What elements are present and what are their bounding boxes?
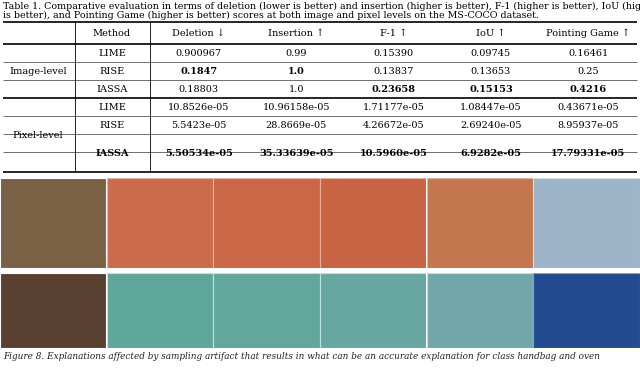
Text: 2.69240e-05: 2.69240e-05 bbox=[460, 120, 522, 129]
Bar bbox=[213, 273, 319, 348]
Bar bbox=[533, 273, 639, 348]
Bar bbox=[427, 273, 533, 348]
Text: Method: Method bbox=[93, 28, 131, 38]
Text: 1.71177e-05: 1.71177e-05 bbox=[363, 103, 424, 112]
Text: 10.8526e-05: 10.8526e-05 bbox=[168, 103, 229, 112]
Text: 0.99: 0.99 bbox=[285, 48, 307, 57]
Bar bbox=[427, 178, 533, 268]
Bar bbox=[107, 178, 213, 268]
Text: 28.8669e-05: 28.8669e-05 bbox=[266, 120, 327, 129]
Bar bbox=[533, 273, 639, 348]
Bar bbox=[0, 178, 106, 268]
Text: Table 1. Comparative evaluation in terms of deletion (lower is better) and inser: Table 1. Comparative evaluation in terms… bbox=[3, 2, 640, 11]
Bar bbox=[533, 178, 639, 268]
Text: F-1 ↑: F-1 ↑ bbox=[380, 28, 407, 38]
Text: 10.5960e-05: 10.5960e-05 bbox=[360, 148, 428, 157]
Bar bbox=[213, 178, 319, 268]
Text: 5.5423e-05: 5.5423e-05 bbox=[171, 120, 227, 129]
Text: 1.08447e-05: 1.08447e-05 bbox=[460, 103, 522, 112]
Bar bbox=[427, 273, 533, 348]
Text: 0.23658: 0.23658 bbox=[371, 85, 415, 94]
Text: 1.0: 1.0 bbox=[287, 66, 305, 75]
Bar bbox=[0, 273, 106, 348]
Bar bbox=[320, 273, 426, 348]
Text: 0.09745: 0.09745 bbox=[471, 48, 511, 57]
Text: LIME: LIME bbox=[98, 48, 126, 57]
Text: IoU ↑: IoU ↑ bbox=[476, 28, 506, 38]
Bar bbox=[320, 178, 426, 268]
Text: Pixel-level: Pixel-level bbox=[13, 131, 63, 140]
Text: IASSA: IASSA bbox=[95, 148, 129, 157]
Text: RISE: RISE bbox=[99, 66, 125, 75]
Text: 6.9282e-05: 6.9282e-05 bbox=[460, 148, 522, 157]
Bar bbox=[107, 273, 213, 348]
Text: 10.96158e-05: 10.96158e-05 bbox=[262, 103, 330, 112]
Text: Pointing Game ↑: Pointing Game ↑ bbox=[547, 28, 630, 38]
Bar bbox=[320, 178, 426, 268]
Text: is better), and Pointing Game (higher is better) scores at both image and pixel : is better), and Pointing Game (higher is… bbox=[3, 11, 539, 20]
Text: 0.25: 0.25 bbox=[577, 66, 599, 75]
Text: RISE: RISE bbox=[99, 120, 125, 129]
Text: 0.18803: 0.18803 bbox=[179, 85, 219, 94]
Text: 0.13653: 0.13653 bbox=[471, 66, 511, 75]
Text: Figure 8. Explanations affected by sampling artifact that results in what can be: Figure 8. Explanations affected by sampl… bbox=[3, 352, 600, 361]
Text: 8.95937e-05: 8.95937e-05 bbox=[557, 120, 619, 129]
Text: Image-level: Image-level bbox=[9, 66, 67, 75]
Text: 35.33639e-05: 35.33639e-05 bbox=[259, 148, 333, 157]
Text: LIME: LIME bbox=[98, 103, 126, 112]
Text: 4.26672e-05: 4.26672e-05 bbox=[363, 120, 424, 129]
Bar bbox=[107, 178, 213, 268]
Text: 17.79331e-05: 17.79331e-05 bbox=[551, 148, 625, 157]
Bar bbox=[533, 178, 639, 268]
Bar bbox=[427, 178, 533, 268]
Bar bbox=[107, 273, 213, 348]
Bar bbox=[320, 273, 426, 348]
Text: 0.15153: 0.15153 bbox=[469, 85, 513, 94]
Text: Insertion ↑: Insertion ↑ bbox=[268, 28, 324, 38]
Bar bbox=[213, 178, 319, 268]
Text: 0.4216: 0.4216 bbox=[570, 85, 607, 94]
Bar bbox=[213, 273, 319, 348]
Text: 0.15390: 0.15390 bbox=[373, 48, 413, 57]
Text: 5.50534e-05: 5.50534e-05 bbox=[164, 148, 232, 157]
Text: 1.0: 1.0 bbox=[289, 85, 304, 94]
Text: 0.900967: 0.900967 bbox=[175, 48, 222, 57]
Text: 0.1847: 0.1847 bbox=[180, 66, 217, 75]
Text: IASSA: IASSA bbox=[96, 85, 128, 94]
Text: 0.43671e-05: 0.43671e-05 bbox=[557, 103, 619, 112]
Text: 0.16461: 0.16461 bbox=[568, 48, 609, 57]
Text: Deletion ↓: Deletion ↓ bbox=[172, 28, 225, 38]
Text: 0.13837: 0.13837 bbox=[373, 66, 413, 75]
